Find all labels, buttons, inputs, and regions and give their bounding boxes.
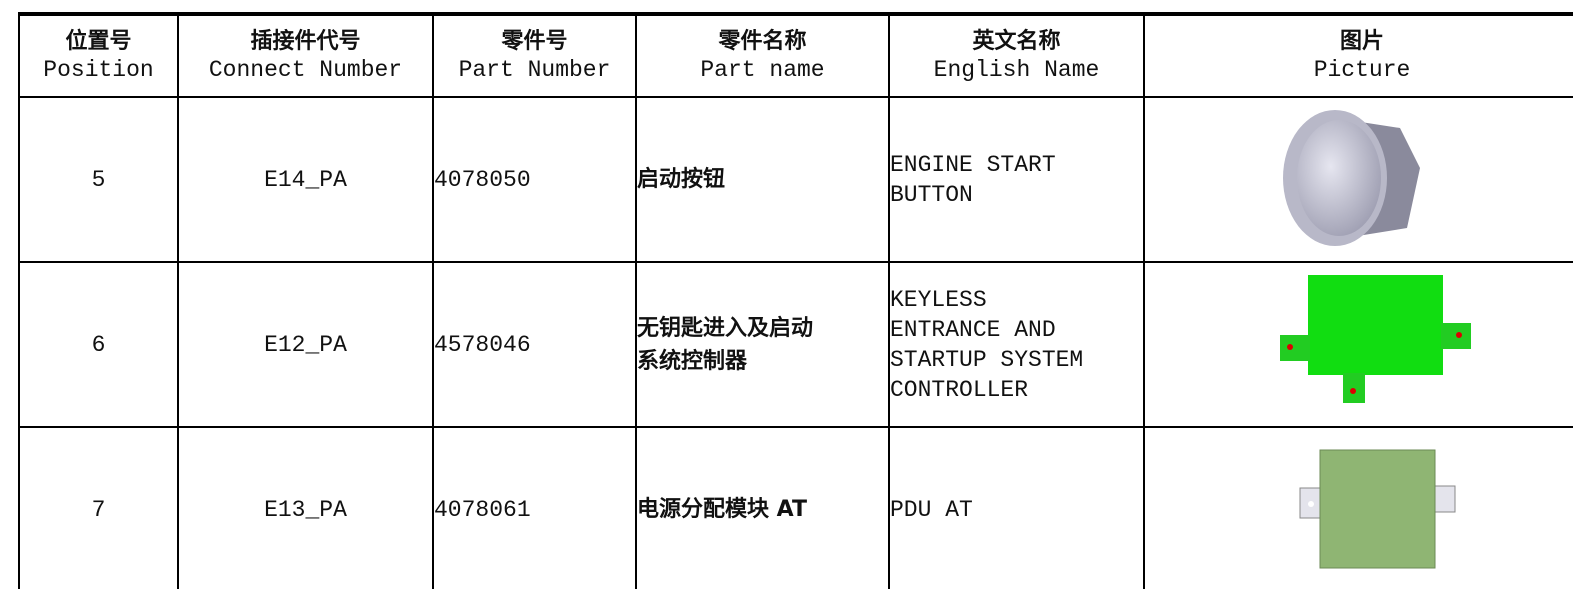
- part-name-line: 启动按钮: [637, 167, 726, 192]
- english-name: PDU AT: [888, 426, 1145, 589]
- picture: [1143, 96, 1573, 263]
- header: 零件号 Part Number: [432, 16, 637, 98]
- header-zh: 插接件代号: [250, 29, 361, 54]
- picture: [1143, 426, 1573, 589]
- part-number: 4078050: [432, 96, 637, 263]
- header: 图片 Picture: [1143, 16, 1573, 98]
- header-en: Connect Number: [208, 57, 403, 83]
- part-name-line: 系统控制器: [637, 348, 748, 374]
- header-en: Part name: [700, 57, 825, 83]
- controller-image: [1280, 275, 1471, 403]
- english-line: STARTUP SYSTEM: [890, 346, 1084, 373]
- header-row: 位置号 Position 插接件代号 Connect Number 零件号 Part …: [18, 16, 1573, 98]
- header: 英文名称 English Name: [888, 16, 1145, 98]
- part-name: 启动按钮: [635, 96, 890, 263]
- pdu-image: [1299, 449, 1456, 569]
- parts-table: 位置号 Position 插接件代号 Connect Number 零件号 Part …: [18, 16, 1573, 589]
- header: 位置号 Position: [18, 16, 179, 98]
- row: 5 E14_PA 4078050 启动按钮 ENGINE START BUTTON: [18, 96, 1573, 263]
- english-line: BUTTON: [890, 181, 973, 208]
- english-line: ENGINE START: [890, 151, 1056, 178]
- position: 6: [18, 261, 179, 428]
- english-name: KEYLESS ENTRANCE AND STARTUP SYSTEM CONTROL…: [888, 261, 1145, 428]
- header-en: English Name: [933, 57, 1100, 83]
- table-wrap: 位置号 Position 插接件代号 Connect Number 零件号 Part …: [18, 12, 1573, 589]
- english-line: KEYLESS: [890, 286, 987, 313]
- row: 7 E13_PA 4078061 电源分配模块 AT PDU AT: [18, 426, 1573, 589]
- english-name: ENGINE START BUTTON: [888, 96, 1145, 263]
- header-zh: 零件名称: [718, 29, 807, 54]
- header-en: Position: [43, 57, 154, 83]
- header: 零件名称 Part name: [635, 16, 890, 98]
- position: 5: [18, 96, 179, 263]
- part-number: 4078061: [432, 426, 637, 589]
- part-name-line: 无钥匙进入及启动: [637, 315, 814, 341]
- part-number: 4578046: [432, 261, 637, 428]
- english-line: CONTROLLER: [890, 376, 1029, 403]
- row: 6 E12_PA 4578046 无钥匙进入及启动 系统控制器 KEYLESS EN…: [18, 261, 1573, 428]
- header-en: Picture: [1313, 57, 1411, 83]
- header-zh: 位置号: [65, 29, 132, 54]
- part-name: 无钥匙进入及启动 系统控制器: [635, 261, 890, 428]
- english-line: ENTRANCE AND: [890, 316, 1056, 343]
- english-line: PDU AT: [890, 496, 973, 523]
- connect-number: E12_PA: [177, 261, 434, 428]
- header: 插接件代号 Connect Number: [177, 16, 434, 98]
- header-en: Part Number: [458, 57, 611, 83]
- position: 7: [18, 426, 179, 589]
- picture: [1143, 261, 1573, 428]
- header-zh: 英文名称: [972, 29, 1061, 54]
- part-name-line: 电源分配模块 AT: [637, 497, 807, 522]
- part-name: 电源分配模块 AT: [635, 426, 890, 589]
- header-zh: 零件号: [501, 29, 568, 54]
- connect-number: E14_PA: [177, 96, 434, 263]
- start-button-image: [1283, 110, 1420, 246]
- header-zh: 图片: [1339, 29, 1384, 54]
- connect-number: E13_PA: [177, 426, 434, 589]
